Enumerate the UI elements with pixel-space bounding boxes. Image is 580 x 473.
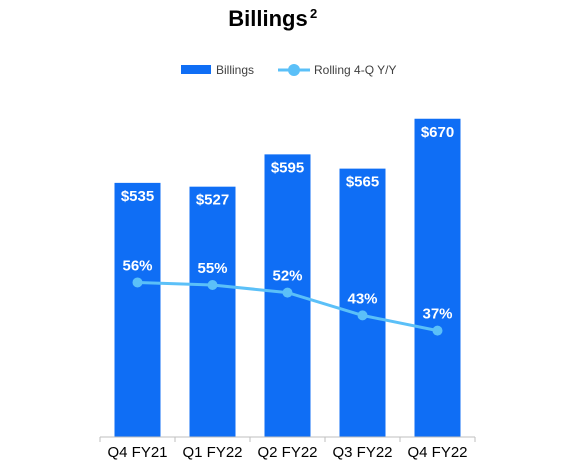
legend-item-rolling-yoy: Rolling 4-Q Y/Y [278, 63, 396, 77]
bar-value-label-3: $595 [271, 159, 304, 176]
bar-labels-layer: $535 $527 $595 $565 $670 [121, 124, 454, 209]
rolling-yoy-label-4: 43% [347, 290, 377, 307]
chart-title-superscript: 2 [310, 6, 317, 21]
rolling-yoy-label-3: 52% [272, 268, 302, 285]
x-tick-label-3: Q2 FY22 [257, 444, 317, 461]
legend-marker-rolling-yoy [288, 64, 300, 76]
legend-swatch-billings [181, 65, 211, 74]
rolling-yoy-point-5 [432, 325, 443, 336]
bar-value-label-1: $535 [121, 188, 154, 205]
bars-layer [114, 118, 461, 437]
rolling-yoy-point-3 [282, 287, 293, 298]
x-tick-label-5: Q4 FY22 [407, 444, 467, 461]
pct-labels-layer: 56% 55% 52% 43% 37% [122, 257, 452, 322]
legend: Billings Rolling 4-Q Y/Y [181, 63, 396, 77]
x-tick-label-4: Q3 FY22 [332, 444, 392, 461]
chart-title: Billings [228, 6, 307, 31]
x-ticks-layer: Q4 FY21 Q1 FY22 Q2 FY22 Q3 FY22 Q4 FY22 [99, 437, 476, 461]
line-layer [132, 277, 443, 336]
bar-value-label-5: $670 [421, 124, 454, 141]
rolling-yoy-label-2: 55% [197, 260, 227, 277]
bar-1 [114, 182, 161, 437]
bar-5 [414, 118, 461, 437]
x-tick-label-2: Q1 FY22 [182, 444, 242, 461]
rolling-yoy-label-5: 37% [422, 306, 452, 323]
legend-label-rolling-yoy: Rolling 4-Q Y/Y [314, 63, 396, 77]
bar-4 [339, 168, 386, 437]
legend-label-billings: Billings [216, 63, 254, 77]
bar-value-label-4: $565 [346, 174, 379, 191]
bar-2 [189, 186, 236, 437]
rolling-yoy-point-1 [132, 277, 143, 288]
rolling-yoy-point-4 [357, 310, 368, 321]
x-tick-label-1: Q4 FY21 [107, 444, 167, 461]
bar-value-label-2: $527 [196, 192, 229, 209]
rolling-yoy-label-1: 56% [122, 257, 152, 274]
rolling-yoy-point-2 [207, 280, 218, 290]
legend-item-billings: Billings [181, 63, 254, 77]
